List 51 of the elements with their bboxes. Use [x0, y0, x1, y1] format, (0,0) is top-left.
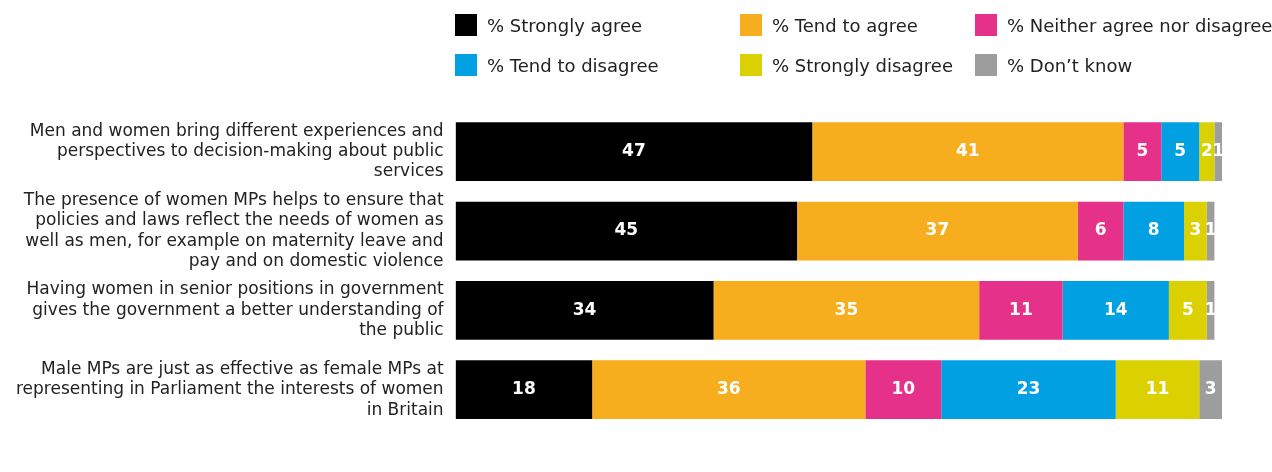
bar	[1062, 281, 1169, 340]
y-tick-label: Male MPs are just as effective as female MPs at representing in Parliament the interests of women in Britain	[15, 357, 444, 419]
data-label: 36	[716, 378, 741, 399]
data-label: 41	[955, 140, 980, 161]
bar	[865, 360, 942, 420]
data-label: 47	[622, 140, 646, 161]
bar	[1123, 122, 1162, 182]
bar	[812, 122, 1124, 182]
bar	[1184, 201, 1207, 261]
data-label: 34	[572, 298, 597, 319]
bar	[455, 281, 714, 340]
bar	[455, 122, 813, 182]
data-label: 3	[1189, 219, 1202, 240]
bar	[1168, 281, 1207, 340]
data-label: 45	[614, 219, 639, 240]
data-label: 18	[512, 378, 536, 399]
y-tick-label: Having women in senior positions in government gives the government a better understanding of the public	[26, 278, 445, 340]
legend-label: % Strongly disagree	[772, 54, 953, 76]
data-label: 5	[1181, 298, 1194, 319]
bar	[1161, 122, 1200, 182]
legend-label: % Tend to disagree	[487, 54, 659, 76]
y-tick-label: Men and women bring different experiences and perspectives to decision-making about public services	[29, 119, 444, 181]
data-label: 23	[1016, 378, 1041, 399]
data-label: 6	[1094, 219, 1107, 240]
bar	[979, 281, 1063, 340]
bar	[1123, 201, 1185, 261]
legend-label: % Neither agree nor disagree	[1007, 14, 1272, 36]
bar	[797, 201, 1078, 261]
data-label: 3	[1204, 378, 1217, 399]
data-label: 35	[834, 298, 859, 319]
bar	[1077, 201, 1124, 261]
bar	[592, 360, 866, 420]
legend-label: % Don’t know	[1007, 54, 1133, 76]
data-label: 11	[1145, 378, 1170, 399]
bar	[1199, 360, 1222, 420]
y-tick-label: The presence of women MPs helps to ensure that policies and laws reflect the needs of women as well as men, for example on maternity leave and pay and on domestic violence	[22, 188, 444, 271]
data-label: 37	[925, 219, 950, 240]
data-label: 8	[1147, 219, 1160, 240]
data-label: 5	[1136, 140, 1149, 161]
data-label: 2	[1200, 140, 1213, 161]
data-label: 5	[1174, 140, 1187, 161]
bar	[713, 281, 980, 340]
bar	[455, 360, 593, 420]
bar	[941, 360, 1116, 420]
data-label: 10	[891, 378, 916, 399]
data-label: 11	[1009, 298, 1033, 319]
data-label: 14	[1103, 298, 1128, 319]
bar	[1115, 360, 1200, 420]
legend-label: % Tend to agree	[772, 14, 918, 36]
bar	[455, 201, 798, 261]
legend-label: % Strongly agree	[487, 14, 643, 36]
